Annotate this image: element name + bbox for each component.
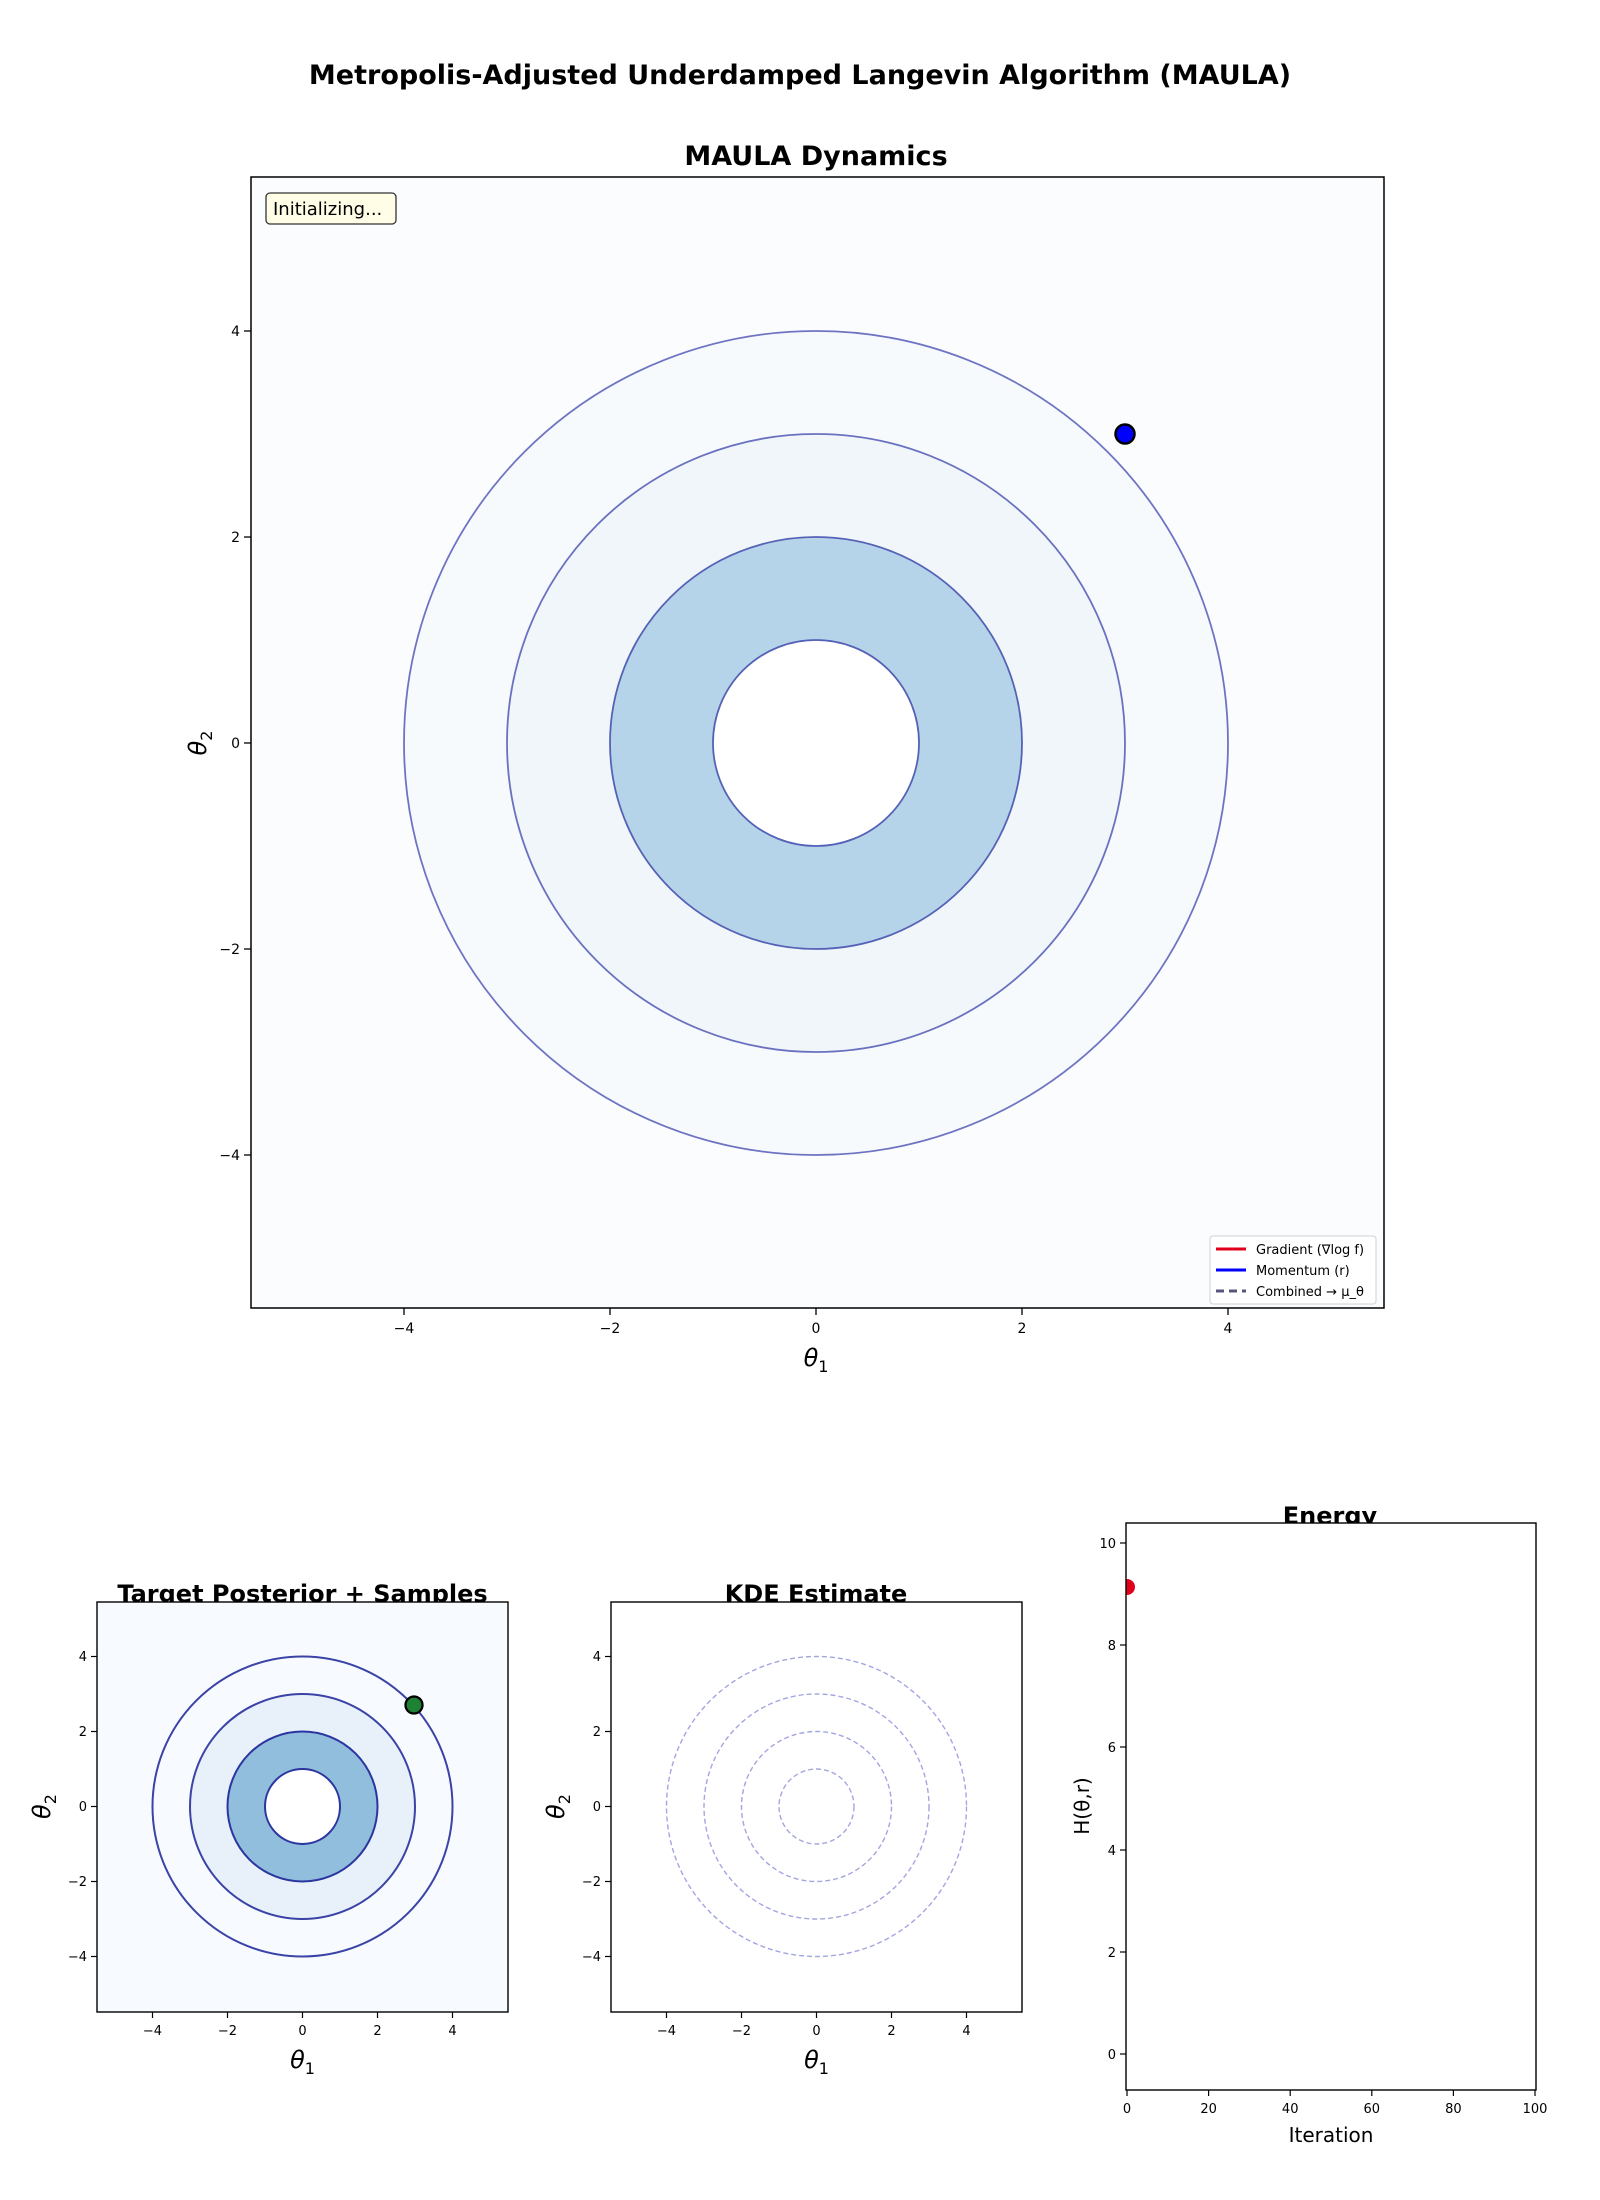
energy-y-tick-labels: 10 8 6 4 2 0 <box>1099 1537 1116 2063</box>
dynamics-x-ticks <box>403 1308 1229 1315</box>
svg-text:2: 2 <box>593 1725 601 1740</box>
kde-ticks <box>605 1655 968 2018</box>
legend-combined-label: Combined → μ_θ <box>1256 1285 1364 1300</box>
posterior-plot: 4 2 0 −2 −4 −4 −2 0 2 4 θ1 θ2 <box>28 1601 509 2078</box>
svg-text:0: 0 <box>298 2024 306 2039</box>
svg-text:−4: −4 <box>657 2024 676 2039</box>
energy-point <box>1126 1579 1135 1595</box>
energy-x-axis-label: Iteration <box>1289 2123 1374 2147</box>
svg-text:0: 0 <box>812 1321 821 1337</box>
energy-y-axis-label: H(θ,r) <box>1070 1777 1094 1834</box>
dynamics-x-tick-labels: −4 −2 0 2 4 <box>394 1321 1233 1337</box>
svg-text:−4: −4 <box>143 2024 162 2039</box>
dynamics-title: MAULA Dynamics <box>684 141 948 172</box>
kde-ref-r3 <box>703 1693 930 1920</box>
svg-text:4: 4 <box>593 1650 601 1665</box>
energy-ticks <box>1120 1542 1536 2096</box>
svg-text:2: 2 <box>887 2024 895 2039</box>
svg-text:10: 10 <box>1099 1537 1116 1552</box>
svg-text:4: 4 <box>448 2024 456 2039</box>
posterior-y-axis-label: θ2 <box>28 1794 60 1819</box>
kde-reference-contours <box>665 1655 968 1958</box>
dynamics-x-axis-label: θ1 <box>804 1344 829 1376</box>
kde-ref-r4 <box>665 1655 968 1958</box>
svg-text:−4: −4 <box>394 1321 415 1337</box>
kde-axes-background <box>611 1602 1022 2012</box>
contour-r1 <box>712 639 920 847</box>
svg-text:4: 4 <box>231 324 240 340</box>
figure-suptitle: Metropolis-Adjusted Underdamped Langevin… <box>308 60 1292 91</box>
kde-x-axis-label: θ1 <box>804 2046 829 2078</box>
svg-text:4: 4 <box>1224 1321 1233 1337</box>
svg-text:100: 100 <box>1523 2102 1548 2117</box>
svg-text:60: 60 <box>1364 2102 1381 2117</box>
svg-text:−4: −4 <box>219 1148 240 1164</box>
kde-y-axis-label: θ2 <box>542 1794 574 1819</box>
kde-ref-r2 <box>740 1730 893 1883</box>
svg-text:0: 0 <box>231 736 240 752</box>
svg-text:40: 40 <box>1282 2102 1299 2117</box>
energy-plot: 10 8 6 4 2 0 0 20 40 60 80 100 Iteration… <box>1070 1522 1548 2147</box>
svg-text:0: 0 <box>1123 2102 1131 2117</box>
svg-text:4: 4 <box>79 1650 87 1665</box>
svg-text:2: 2 <box>373 2024 381 2039</box>
posterior-y-tick-labels: 4 2 0 −2 −4 <box>68 1650 87 1965</box>
kde-x-tick-labels: −4 −2 0 2 4 <box>657 2024 971 2039</box>
svg-text:0: 0 <box>79 1800 87 1815</box>
kde-ref-r1 <box>778 1768 855 1845</box>
dynamics-y-axis-label: θ2 <box>184 731 216 756</box>
svg-text:6: 6 <box>1108 1741 1116 1756</box>
svg-text:0: 0 <box>1108 2048 1116 2063</box>
kde-y-tick-labels: 4 2 0 −2 −4 <box>582 1650 601 1965</box>
svg-text:2: 2 <box>1018 1321 1027 1337</box>
svg-text:−2: −2 <box>68 1875 87 1890</box>
status-annotation: Initializing... <box>265 192 397 225</box>
energy-axes-frame <box>1125 1522 1537 2091</box>
svg-text:8: 8 <box>1108 1639 1116 1654</box>
svg-text:−4: −4 <box>582 1950 601 1965</box>
svg-text:−2: −2 <box>219 942 240 958</box>
legend-gradient-label: Gradient (∇log f) <box>1256 1243 1364 1258</box>
svg-text:80: 80 <box>1445 2102 1462 2117</box>
kde-plot: 4 2 0 −2 −4 −4 −2 0 2 4 θ1 θ2 <box>542 1601 1023 2078</box>
svg-text:0: 0 <box>593 1800 601 1815</box>
svg-text:−2: −2 <box>218 2024 237 2039</box>
current-position-marker <box>1114 423 1136 445</box>
dynamics-plot: 4 2 0 −2 −4 −4 −2 0 2 4 θ1 θ2 Gradient (… <box>184 176 1385 1376</box>
svg-text:2: 2 <box>1108 1946 1116 1961</box>
svg-text:−2: −2 <box>582 1875 601 1890</box>
energy-x-tick-labels: 0 20 40 60 80 100 <box>1123 2102 1548 2117</box>
svg-text:−2: −2 <box>600 1321 621 1337</box>
svg-text:−2: −2 <box>732 2024 751 2039</box>
dynamics-y-tick-labels: 4 2 0 −2 −4 <box>219 324 240 1164</box>
energy-axes-background <box>1126 1523 1536 2090</box>
svg-text:2: 2 <box>79 1725 87 1740</box>
dynamics-legend: Gradient (∇log f) Momentum (r) Combined … <box>1209 1235 1377 1305</box>
svg-text:20: 20 <box>1200 2102 1217 2117</box>
dynamics-y-ticks <box>244 330 251 1156</box>
status-annotation-text: Initializing... <box>273 199 382 220</box>
svg-text:−4: −4 <box>68 1950 87 1965</box>
posterior-x-tick-labels: −4 −2 0 2 4 <box>143 2024 457 2039</box>
sample-point <box>404 1695 424 1715</box>
svg-text:0: 0 <box>812 2024 820 2039</box>
svg-text:4: 4 <box>1108 1844 1116 1859</box>
posterior-x-axis-label: θ1 <box>290 2046 315 2078</box>
svg-text:2: 2 <box>231 530 240 546</box>
posterior-contour-r1 <box>264 1768 341 1845</box>
svg-text:4: 4 <box>962 2024 970 2039</box>
posterior-ticks <box>91 1655 454 2018</box>
legend-momentum-label: Momentum (r) <box>1256 1264 1350 1279</box>
